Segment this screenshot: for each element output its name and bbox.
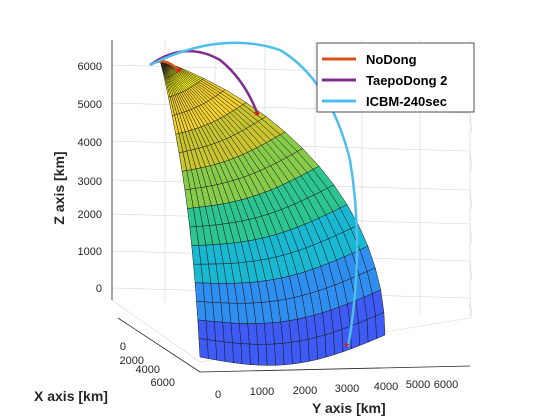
z-tick: 1000: [78, 246, 102, 258]
surface-patch: [366, 315, 377, 343]
z-tick: 3000: [78, 176, 102, 188]
z-tick: 4000: [78, 137, 102, 149]
trajectory-taepodong-end-marker: *: [254, 107, 260, 123]
legend: NoDong TaepoDong 2 ICBM-240sec: [316, 42, 475, 113]
z-tick: 2000: [78, 209, 102, 221]
trajectory-taepodong: [149, 49, 260, 116]
y-axis-ticks: 0 1000 2000 3000 4000 5000 6000: [215, 379, 458, 401]
sphere-surface: [159, 59, 386, 366]
surface-patch: [324, 331, 335, 358]
x-tick: 4000: [136, 364, 160, 376]
y-tick: 3000: [335, 383, 359, 395]
legend-label-taepodong: TaepoDong 2: [366, 73, 447, 88]
surface-patch: [307, 336, 318, 362]
legend-label-icbm: ICBM-240sec: [366, 94, 447, 109]
surface-patch: [299, 338, 310, 364]
y-tick: 0: [215, 389, 221, 401]
grid-line: [111, 299, 201, 363]
surface-patch: [240, 343, 251, 365]
z-tick: 5000: [78, 99, 102, 111]
trajectory-nodong-end-marker: *: [176, 64, 182, 80]
surface-patch: [249, 343, 260, 366]
surface-patch: [198, 338, 209, 359]
surface-patch: [333, 329, 344, 355]
z-axis-label: Z axis [km]: [51, 151, 67, 224]
surface-patch: [358, 319, 369, 346]
y-tick: 5000: [406, 379, 430, 391]
surface-patch: [223, 341, 234, 363]
y-axis-line: [199, 365, 471, 373]
x-axis-label: X axis [km]: [34, 388, 108, 404]
x-axis-line: [117, 317, 201, 373]
y-tick: 1000: [250, 386, 274, 398]
x-axis-ticks: 0 2000 4000 6000: [120, 341, 175, 389]
surface-patch: [232, 342, 243, 365]
z-tick: 0: [96, 283, 102, 295]
surface-patch: [215, 340, 226, 362]
grid-line: [469, 112, 473, 134]
grid-line: [469, 223, 473, 245]
y-axis-label: Y axis [km]: [312, 400, 386, 416]
surface-patch: [316, 334, 327, 360]
z-axis-ticks: 6000 5000 4000 3000 2000 1000 0: [78, 61, 102, 295]
surface-patch: [375, 312, 386, 339]
y-tick: 4000: [374, 381, 398, 393]
surface-patch: [207, 339, 218, 361]
grid-line: [469, 189, 473, 211]
surface-patch: [197, 319, 208, 340]
x-tick: 2000: [120, 355, 144, 367]
legend-label-nodong: NoDong: [366, 52, 417, 67]
x-tick: 0: [120, 341, 126, 353]
grid-line: [469, 297, 473, 319]
surface-patch: [282, 342, 293, 366]
surface-patch: [205, 320, 216, 342]
x-tick: 6000: [151, 377, 175, 389]
surface-patch: [291, 340, 302, 365]
trajectory-icbm-end-marker: *: [344, 339, 350, 355]
surface-patch: [257, 344, 268, 366]
grid-line: [469, 260, 473, 282]
surface-patch: [274, 343, 285, 366]
y-tick: 2000: [293, 385, 317, 397]
z-tick: 6000: [78, 61, 102, 73]
y-tick: 6000: [434, 379, 458, 391]
surface-patch: [265, 343, 276, 366]
grid-line: [469, 150, 473, 172]
